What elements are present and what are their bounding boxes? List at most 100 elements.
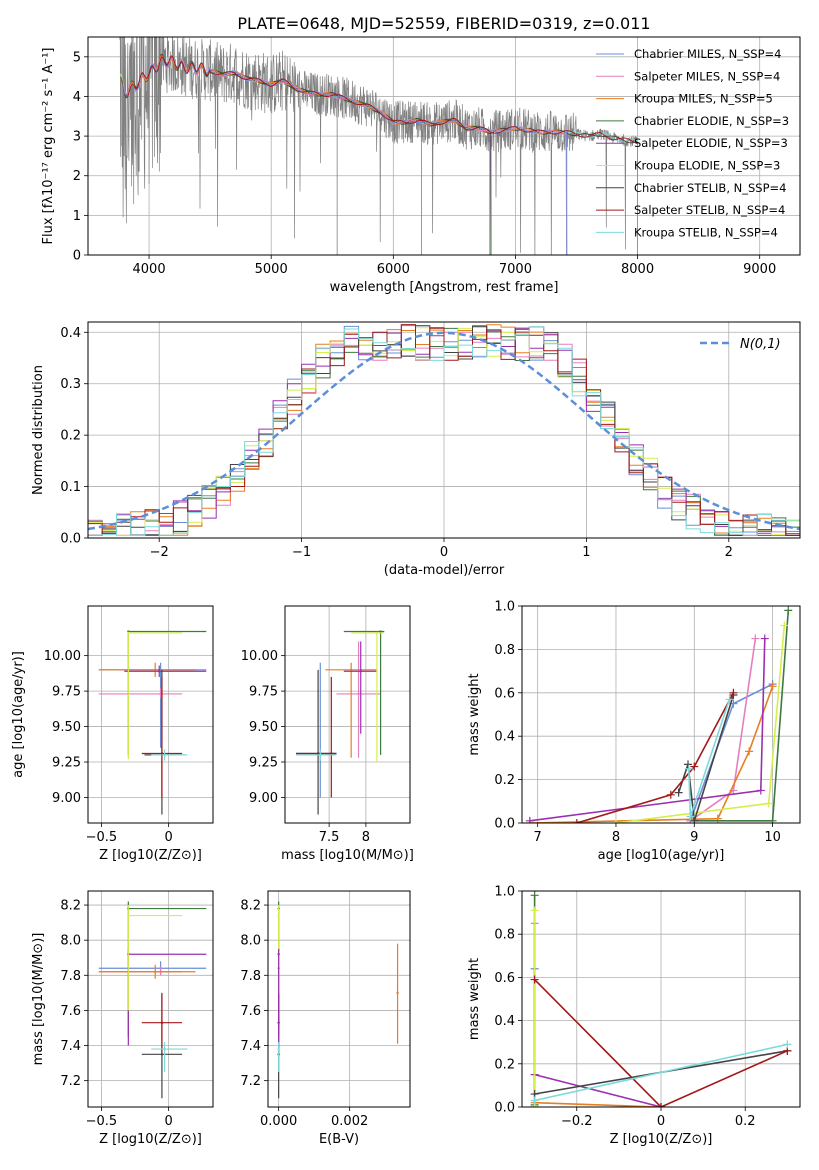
y-tick-label: 0	[73, 249, 81, 264]
weight-marker	[751, 634, 760, 643]
y-axis-label: mass weight	[467, 673, 482, 755]
x-tick-label: −0.5	[86, 830, 118, 845]
y-tick-label: 4	[73, 90, 81, 105]
data-point	[158, 670, 161, 673]
y-tick-label: 9.00	[52, 791, 81, 806]
weight-marker	[611, 819, 620, 823]
y-tick-label: 3	[73, 130, 81, 145]
y-tick-label: 7.8	[240, 969, 261, 984]
x-tick-label: 8000	[621, 262, 654, 277]
y-tick-label: 1.0	[494, 885, 515, 900]
y-tick-label: 0.0	[60, 532, 81, 547]
y-tick-label: 8.0	[60, 934, 81, 949]
mass-vs-metallicity-panel: −0.5 0 7.2 7.4 7.6 7.8 8.0 8.2 Z [log10(Z/Z⊙)] ma…	[31, 890, 214, 1147]
y-tick-label: 0.4	[494, 1014, 515, 1029]
legend-entry: Chabrier MILES, N_SSP=4	[634, 47, 781, 61]
y-tick-label: 9.25	[249, 756, 278, 771]
weight-line	[689, 683, 773, 822]
y-axis-label: mass [log10(M/M⊙)]	[31, 933, 46, 1066]
x-tick-label: 0	[440, 545, 448, 560]
x-axis-label: Z [log10(Z/Z⊙)]	[99, 848, 202, 863]
weight-marker	[530, 1096, 539, 1105]
x-tick-label: 7.5	[319, 830, 340, 845]
weight-line	[534, 1101, 662, 1107]
plot-area	[525, 606, 793, 823]
weight-marker	[530, 891, 539, 900]
y-tick-label: 9.50	[52, 720, 81, 735]
weight-marker	[780, 621, 789, 630]
weight-marker	[725, 695, 734, 704]
data-point	[277, 1047, 280, 1051]
data-point	[330, 752, 333, 755]
weight-marker	[756, 786, 765, 795]
y-tick-label: 0.2	[60, 429, 81, 444]
x-axis-label: Z [log10(Z/Z⊙)]	[610, 1132, 713, 1147]
weight-marker	[784, 606, 793, 615]
data-point	[127, 631, 130, 635]
x-tick-label: 0.2	[735, 1114, 756, 1129]
legend-entry: Salpeter STELIB, N_SSP=4	[634, 203, 785, 217]
x-tick-label: 2	[725, 545, 733, 560]
x-tick-label: 9	[690, 830, 698, 845]
weight-marker	[657, 1103, 665, 1107]
data-point	[319, 753, 322, 757]
weight-marker	[783, 1040, 792, 1049]
y-tick-label: 1.0	[494, 600, 515, 615]
x-tick-label: −0.2	[561, 1114, 593, 1129]
axes-frame	[521, 890, 801, 1108]
model-spectrum-line	[123, 55, 568, 255]
x-tick-label: 1	[582, 545, 590, 560]
y-tick-label: 0.4	[60, 326, 81, 341]
x-axis-label: mass [log10(M/M⊙)]	[281, 848, 414, 863]
data-point	[379, 630, 382, 633]
x-tick-label: 8	[612, 830, 620, 845]
data-point	[154, 970, 157, 973]
y-tick-label: 7.6	[60, 1004, 81, 1019]
legend-entry: N(0,1)	[740, 337, 781, 352]
x-axis-label: E(B-V)	[319, 1132, 359, 1147]
weight-marker	[745, 747, 754, 756]
x-tick-label: −1	[292, 545, 311, 560]
data-point	[396, 991, 399, 995]
axes-frame	[521, 605, 801, 824]
x-tick-label: 0	[165, 1114, 173, 1129]
axes-frame	[87, 605, 214, 824]
axes-frame	[284, 605, 411, 824]
plot-area	[277, 901, 399, 1099]
weight-line	[677, 694, 735, 822]
y-tick-label: 9.00	[249, 791, 278, 806]
age-vs-metallicity-panel: −0.5 0 9.00 9.25 9.50 9.75 10.00 Z [log10(Z/Z⊙)…	[11, 605, 214, 863]
weight-marker	[764, 799, 773, 808]
data-point	[277, 914, 280, 917]
x-tick-label: 0.002	[331, 1114, 368, 1129]
x-tick-label: 5000	[255, 262, 288, 277]
residuals-panel: −2 −1 0 1 2 0.0 0.1 0.2 0.3 0.4 (data-model)/error…	[31, 321, 801, 578]
weight-marker	[666, 790, 675, 799]
y-axis-label: Normed distribution	[31, 365, 46, 495]
axes-frame	[87, 36, 801, 256]
weight-line	[534, 979, 788, 1107]
weight-marker	[690, 816, 699, 823]
data-point	[375, 631, 379, 635]
y-tick-label: 9.25	[52, 756, 81, 771]
y-tick-label: 0.2	[494, 773, 515, 788]
weight-marker	[768, 682, 777, 691]
normal-distribution-curve	[88, 331, 800, 531]
weight-marker	[686, 812, 695, 821]
weight-line	[534, 1073, 662, 1107]
axes-frame	[87, 890, 214, 1108]
y-tick-label: 7.6	[240, 1004, 261, 1019]
x-tick-label: −0.5	[86, 1114, 118, 1129]
data-point	[163, 1047, 166, 1051]
weight-marker	[684, 764, 693, 773]
x-tick-label: 0.000	[260, 1114, 297, 1129]
data-point	[349, 668, 353, 672]
x-tick-label: 10	[764, 830, 781, 845]
y-tick-label: 7.2	[60, 1074, 81, 1089]
weight-marker	[530, 906, 539, 915]
y-tick-label: 7.8	[60, 969, 81, 984]
y-tick-label: 0.0	[494, 1101, 515, 1116]
x-tick-label: 7	[534, 830, 542, 845]
y-tick-label: 0.8	[494, 928, 515, 943]
y-tick-label: 0.1	[60, 480, 81, 495]
